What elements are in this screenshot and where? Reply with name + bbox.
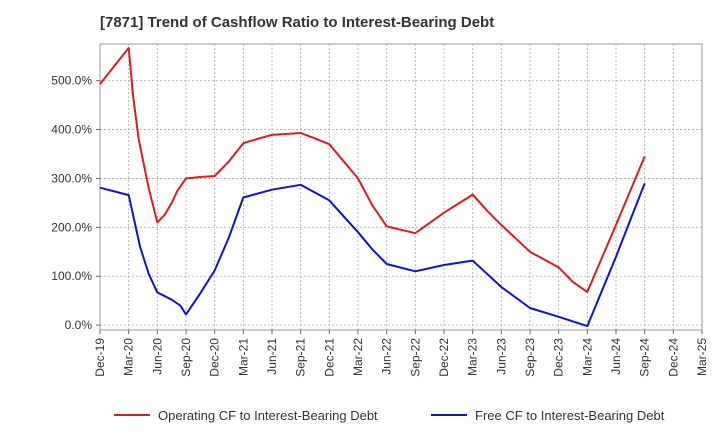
x-tick-label: Sep-23	[523, 338, 537, 377]
legend-label-operating-cf: Operating CF to Interest-Bearing Debt	[158, 407, 378, 423]
x-tick-label: Sep-21	[294, 338, 308, 377]
y-tick-label: 200.0%	[51, 220, 92, 234]
x-tick-label: Dec-21	[322, 338, 336, 377]
x-tick-label: Jun-23	[494, 338, 508, 375]
y-tick-label: 500.0%	[51, 74, 92, 88]
x-tick-label: Dec-22	[437, 338, 451, 377]
legend-label-free-cf: Free CF to Interest-Bearing Debt	[475, 407, 665, 423]
x-tick-label: Dec-20	[208, 338, 222, 377]
series-line-free-cf	[99, 182, 646, 328]
x-tick-label: Mar-20	[122, 338, 136, 376]
x-tick-label: Jun-24	[609, 338, 623, 375]
x-tick-label: Mar-23	[466, 338, 480, 376]
x-tick-label: Mar-22	[351, 338, 365, 376]
y-tick-label: 300.0%	[51, 171, 92, 185]
y-tick-label: 400.0%	[51, 123, 92, 137]
grid-lines	[99, 44, 703, 330]
legend: Operating CF to Interest-Bearing Debt Fr…	[0, 404, 720, 426]
x-tick-label: Jun-22	[380, 338, 394, 375]
x-tick-label: Sep-22	[408, 338, 422, 377]
legend-item-free-cf: Free CF to Interest-Bearing Debt	[431, 404, 664, 426]
x-tick-label: Mar-25	[695, 338, 709, 376]
legend-swatch-free-cf	[431, 414, 467, 416]
x-tick-label: Sep-24	[638, 338, 652, 377]
x-tick-label: Dec-24	[666, 338, 680, 377]
y-tick-label: 100.0%	[51, 269, 92, 283]
axes: Dec-19 Mar-20 Jun-20 Sep-20 Dec-20 Mar-21 Jun-…	[51, 43, 709, 377]
chart-title: [7871] Trend of Cashflow Ratio to Intere…	[100, 14, 495, 31]
legend-swatch-operating-cf	[114, 414, 150, 416]
series-lines	[99, 46, 646, 328]
x-tick-label: Jun-20	[150, 338, 164, 375]
x-tick-label: Dec-23	[552, 338, 566, 377]
x-tick-label: Mar-21	[236, 338, 250, 376]
y-tick-label: 0.0%	[65, 318, 93, 332]
x-tick-label: Sep-20	[179, 338, 193, 377]
series-line-operating-cf	[99, 46, 646, 293]
x-tick-label: Mar-24	[580, 338, 594, 376]
x-tick-label: Dec-19	[93, 338, 107, 377]
x-tick-label: Jun-21	[265, 338, 279, 375]
legend-item-operating-cf: Operating CF to Interest-Bearing Debt	[114, 404, 378, 426]
plot-area-frame	[99, 43, 703, 331]
